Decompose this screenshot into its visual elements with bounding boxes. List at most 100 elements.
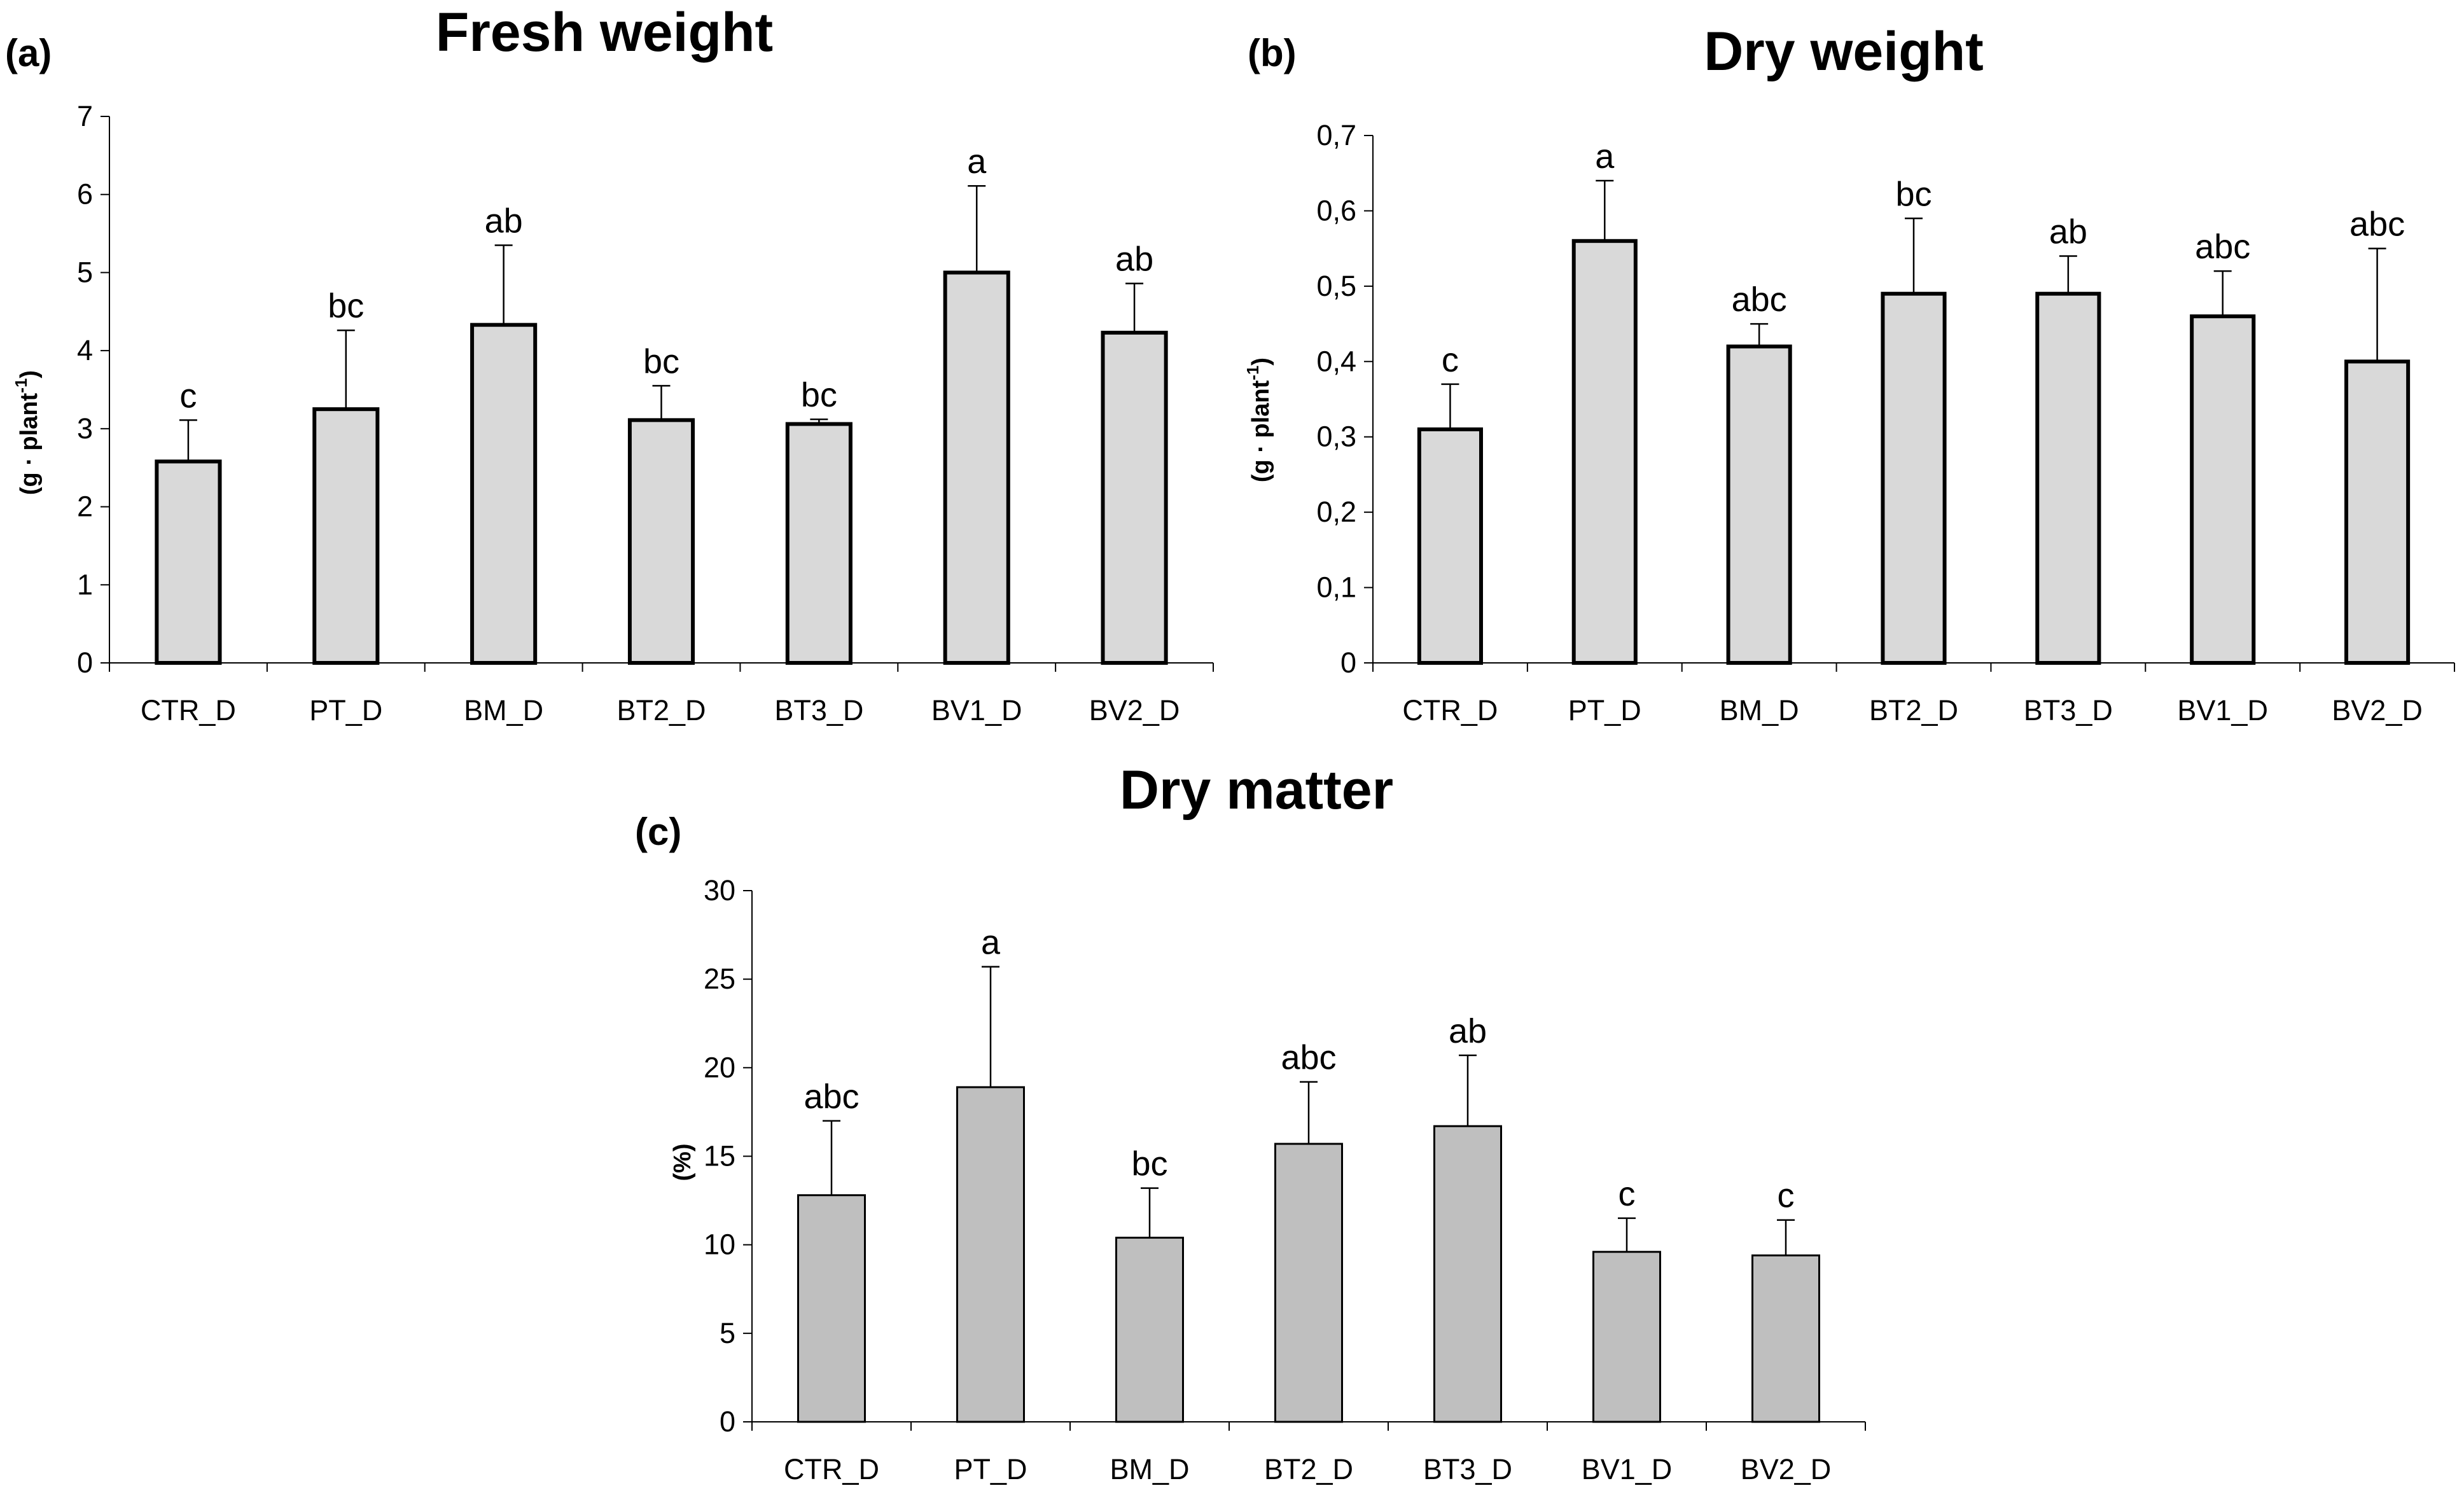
y-tick-label: 2	[77, 490, 93, 523]
y-tick-label: 0,3	[1316, 421, 1356, 453]
chart-dry-weight: (b) Dry weight (g · plant-1) 0 0,1 0,2 0,3 0…	[1232, 0, 2464, 748]
bar-bv2-d	[1751, 1254, 1820, 1423]
y-axis-label-sup: -1	[1243, 366, 1262, 380]
y-tick-label: 5	[77, 256, 93, 288]
x-tick-label: PT_D	[954, 1453, 1027, 1485]
significance-letter: ab	[485, 202, 523, 240]
y-axis-label-dry-matter: (%)	[669, 1143, 696, 1181]
significance-letter: abc	[2349, 205, 2405, 244]
y-tick-label: 0,5	[1316, 270, 1356, 302]
significance-letter: bc	[643, 342, 679, 380]
significance-letter: ab	[1449, 1012, 1487, 1050]
bar-bt2-d	[1274, 1143, 1343, 1423]
significance-letter: abc	[1732, 281, 1787, 319]
x-tick-label: BT2_D	[616, 694, 706, 727]
bar-pt-d	[312, 407, 380, 665]
y-axis-label-text: (g · plant	[16, 393, 43, 495]
significance-letter: c	[1778, 1177, 1795, 1215]
bar-bt3-d	[785, 422, 853, 665]
x-tick-label: PT_D	[1568, 694, 1641, 727]
bar-ctr-d	[797, 1194, 866, 1423]
y-tick-label: 1	[77, 568, 93, 601]
y-axis-label-sup: -1	[11, 379, 31, 393]
y-tick-label: 5	[720, 1317, 735, 1349]
x-tick-label: BT3_D	[2024, 694, 2113, 727]
y-axis-label-dry-weight: (g · plant-1)	[1243, 358, 1274, 482]
chart-dry-matter: (c) Dry matter (%) 0 5 10 15 20 25 30 abc CTR_D a…	[611, 748, 1947, 1492]
y-axis-label-fresh-weight: (g · plant-1)	[11, 370, 43, 495]
bar-pt-d	[956, 1086, 1025, 1423]
bar-bv1-d	[1592, 1251, 1661, 1423]
chart-title-fresh-weight: Fresh weight	[436, 2, 773, 63]
x-tick-label: CTR_D	[141, 694, 236, 727]
y-tick-label: 0,6	[1316, 194, 1356, 226]
significance-letter: bc	[801, 376, 837, 414]
x-tick-label: BV2_D	[2332, 694, 2423, 727]
bar-ctr-d	[1417, 427, 1484, 665]
x-tick-label: BV1_D	[2177, 694, 2268, 727]
bar-ctr-d	[155, 459, 222, 665]
y-axis-label-close: )	[16, 370, 43, 379]
y-tick-label: 25	[704, 963, 735, 995]
x-tick-label: BM_D	[1720, 694, 1799, 727]
y-tick-label: 0,4	[1316, 345, 1356, 377]
y-tick-label: 6	[77, 178, 93, 211]
x-tick-label: PT_D	[309, 694, 382, 727]
significance-letter: bc	[1895, 175, 1932, 213]
chart-fresh-weight-svg: (a) Fresh weight (g · plant-1) 0 1 2 3 4 5 6 7 c…	[5, 2, 1214, 727]
bar-bm-d	[1726, 344, 1792, 665]
chart-fresh-weight: (a) Fresh weight (g · plant-1) 0 1 2 3 4 5 6 7 c…	[0, 0, 1232, 748]
significance-letter: bc	[328, 287, 364, 325]
y-tick-label: 7	[77, 100, 93, 132]
x-tick-label: BT2_D	[1869, 694, 1958, 727]
significance-letter: c	[179, 377, 197, 415]
chart-dry-matter-svg: (c) Dry matter (%) 051015202530abcCTR_Da…	[635, 760, 1866, 1485]
bar-bv2-d	[2344, 359, 2411, 665]
bar-bm-d	[470, 323, 538, 665]
x-tick-label: BM_D	[464, 694, 543, 727]
y-tick-label: 0,1	[1316, 571, 1356, 604]
y-tick-label: 0,7	[1316, 119, 1356, 151]
x-tick-label: BT3_D	[774, 694, 863, 727]
bar-bt3-d	[2035, 291, 2101, 665]
bar-bv1-d	[2190, 314, 2256, 665]
x-tick-label: BT2_D	[1264, 1453, 1353, 1485]
panel-label-c: (c)	[635, 810, 681, 853]
bar-bt2-d	[1881, 291, 1947, 665]
y-tick-label: 0	[77, 646, 93, 679]
y-tick-label: 4	[77, 334, 93, 366]
y-tick-label: 10	[704, 1228, 735, 1261]
significance-letter: abc	[2195, 228, 2250, 266]
bar-pt-d	[1571, 239, 1638, 665]
y-tick-label: 30	[704, 874, 735, 907]
bar-bv1-d	[943, 270, 1010, 665]
significance-letter: a	[967, 143, 987, 181]
y-axis-label-text: (g · plant	[1248, 380, 1274, 482]
x-tick-label: BV1_D	[931, 694, 1022, 727]
bar-bt3-d	[1433, 1125, 1502, 1423]
x-tick-label: BT3_D	[1423, 1453, 1512, 1485]
x-tick-label: BV2_D	[1741, 1453, 1832, 1485]
chart-title-dry-matter: Dry matter	[1120, 760, 1393, 821]
x-tick-label: CTR_D	[784, 1453, 879, 1485]
significance-letter: c	[1618, 1175, 1636, 1213]
y-tick-label: 0,2	[1316, 496, 1356, 528]
x-tick-label: BM_D	[1110, 1453, 1189, 1485]
panel-label-a: (a)	[5, 32, 52, 74]
x-tick-label: BV2_D	[1089, 694, 1180, 727]
bar-bm-d	[1115, 1237, 1184, 1423]
significance-letter: a	[981, 924, 1001, 962]
significance-letter: ab	[2049, 212, 2087, 251]
y-tick-label: 0	[720, 1405, 735, 1438]
significance-letter: abc	[804, 1078, 859, 1116]
y-axis-label-close: )	[1248, 358, 1274, 366]
y-tick-label: 20	[704, 1051, 735, 1083]
x-tick-label: CTR_D	[1402, 694, 1498, 727]
significance-letter: abc	[1281, 1039, 1336, 1077]
y-tick-label: 3	[77, 412, 93, 445]
significance-letter: a	[1595, 137, 1615, 176]
significance-letter: ab	[1115, 240, 1153, 279]
chart-title-dry-weight: Dry weight	[1704, 21, 1984, 82]
chart-dry-weight-svg: (b) Dry weight (g · plant-1) 0 0,1 0,2 0,3 0…	[1243, 21, 2455, 727]
bar-bt2-d	[627, 418, 695, 665]
